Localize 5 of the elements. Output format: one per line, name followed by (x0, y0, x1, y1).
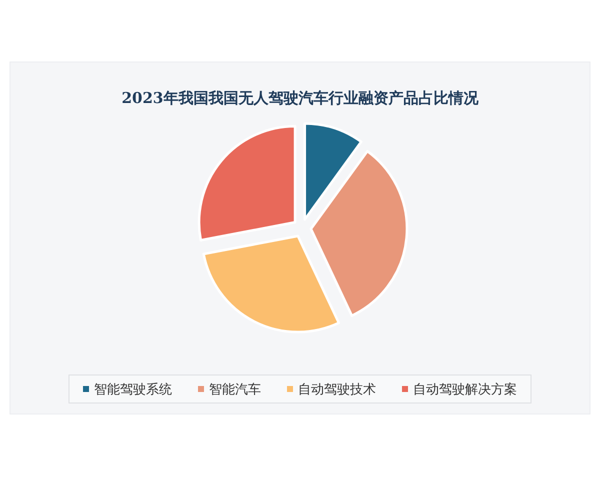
legend-label: 智能驾驶系统 (94, 382, 172, 398)
legend-label: 自动驾驶解决方案 (413, 382, 517, 398)
legend-label: 自动驾驶技术 (298, 382, 376, 398)
chart-title: 2023年我国我国无人驾驶汽车行业融资产品占比情况 (122, 89, 480, 107)
legend-label: 智能汽车 (209, 382, 261, 398)
